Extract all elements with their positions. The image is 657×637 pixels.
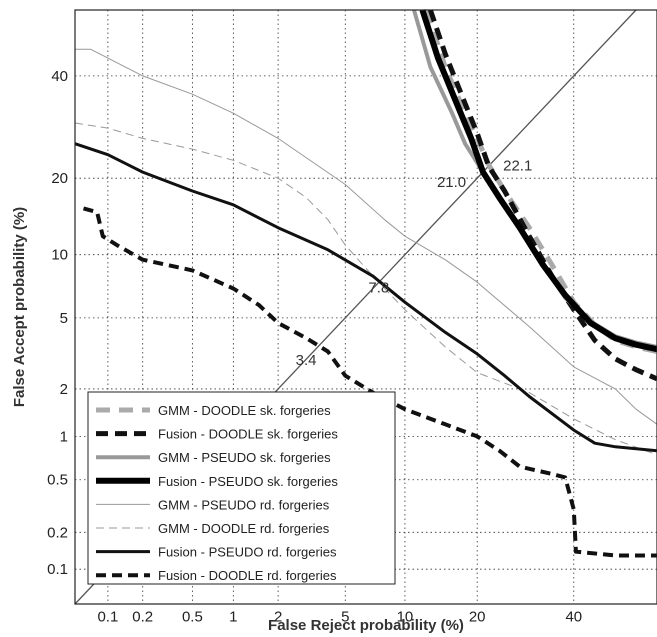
- legend-label: GMM - PSEUDO rd. forgeries: [158, 497, 330, 512]
- y-tick-label: 20: [51, 170, 68, 187]
- legend-label: GMM - DOODLE rd. forgeries: [158, 521, 330, 536]
- plot-frame: [74, 9, 657, 605]
- x-tick-label: 20: [469, 608, 486, 625]
- eer-annotations: 22.1 21.0 7.8 3.4: [296, 158, 533, 370]
- x-tick-label: 0.5: [182, 608, 203, 625]
- x-tick-label: 10: [397, 608, 414, 625]
- x-tick-label: 0.1: [97, 608, 118, 625]
- eer-label: 3.4: [296, 352, 317, 369]
- series-line-4: [75, 48, 657, 425]
- x-tick-label: 40: [565, 608, 582, 625]
- y-tick-label: 0.5: [47, 472, 68, 489]
- y-tick-label: 2: [60, 381, 68, 398]
- y-tick-label: 5: [60, 310, 68, 327]
- x-tick-label: 5: [341, 608, 349, 625]
- legend-label: Fusion - PSEUDO sk. forgeries: [158, 474, 338, 489]
- legend-label: GMM - DOODLE sk. forgeries: [158, 403, 331, 418]
- y-tick-label: 0.1: [47, 561, 68, 578]
- legend-label: Fusion - PSEUDO rd. forgeries: [158, 545, 337, 560]
- legend-items: GMM - DOODLE sk. forgeries Fusion - DOODL…: [96, 403, 338, 583]
- series-line-0: [424, 9, 657, 354]
- series-line-3: [419, 9, 657, 353]
- legend-label: Fusion - DOODLE sk. forgeries: [158, 427, 338, 442]
- y-tick-label: 1: [60, 428, 68, 445]
- x-tick-label: 2: [274, 608, 282, 625]
- series-line-5: [74, 122, 657, 456]
- grid-layer: [75, 10, 657, 604]
- legend-label: Fusion - DOODLE rd. forgeries: [158, 568, 337, 583]
- x-tick-labels: 0.1 0.2 0.5 1 2 5 10 20 40: [97, 608, 582, 625]
- y-tick-label: 40: [51, 68, 68, 85]
- x-axis-label: False Reject probability (%): [268, 617, 464, 634]
- y-axis-label: False Accept probability (%): [11, 207, 28, 407]
- eer-label: 7.8: [368, 280, 389, 297]
- legend: GMM - DOODLE sk. forgeries Fusion - DOODL…: [87, 391, 396, 585]
- series-line-1: [428, 9, 657, 382]
- y-tick-labels: 0.1 0.2 0.5 1 2 5 10 20 40: [47, 68, 68, 578]
- x-tick-label: 0.2: [132, 608, 153, 625]
- y-tick-label: 10: [51, 247, 68, 264]
- series-line-7: [82, 206, 657, 558]
- x-tick-label: 1: [229, 608, 237, 625]
- series-layer: [74, 9, 657, 558]
- legend-label: GMM - PSEUDO sk. forgeries: [158, 450, 331, 465]
- eer-label: 22.1: [503, 158, 532, 175]
- eer-label: 21.0: [437, 174, 466, 191]
- y-tick-label: 0.2: [47, 524, 68, 541]
- series-line-6: [74, 142, 657, 453]
